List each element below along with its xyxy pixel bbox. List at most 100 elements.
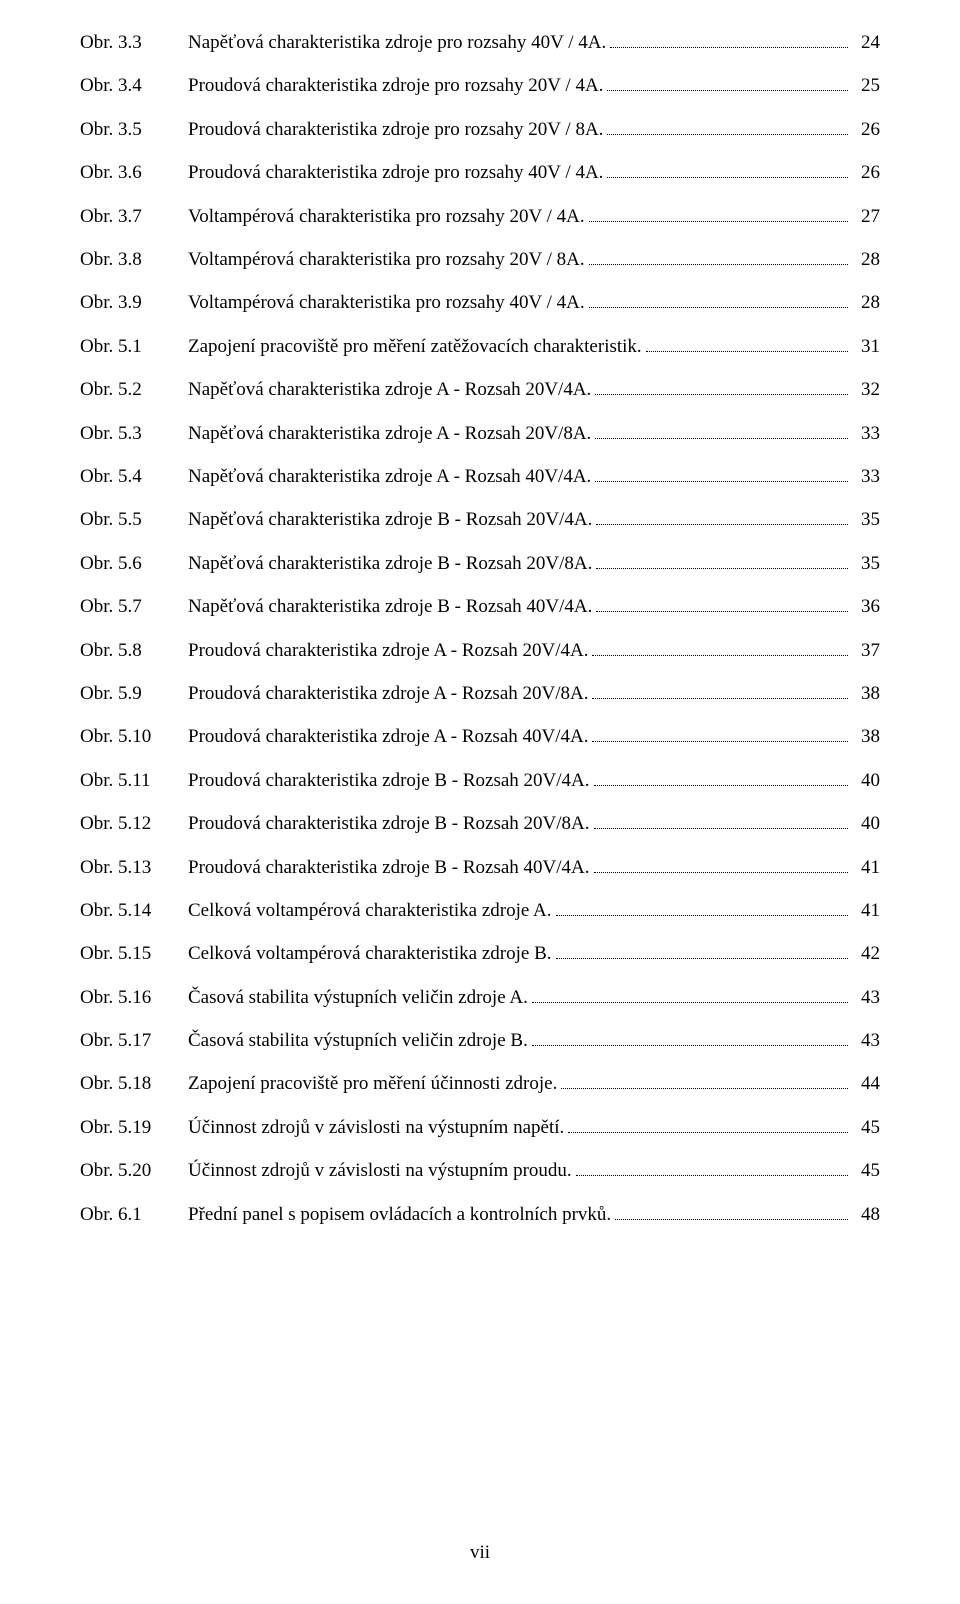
toc-title: Napěťová charakteristika zdroje B - Rozs… [188,554,592,573]
toc-entry: Obr. 5.14Celková voltampérová charakteri… [80,898,880,920]
toc-title: Napěťová charakteristika zdroje B - Rozs… [188,510,592,529]
toc-dots [556,898,848,916]
toc-label: Obr. 5.20 [80,1161,188,1180]
toc-entry: Obr. 5.6Napěťová charakteristika zdroje … [80,551,880,573]
toc-dots [595,464,848,482]
toc-label: Obr. 5.8 [80,641,188,660]
toc-entry: Obr. 5.18Zapojení pracoviště pro měření … [80,1071,880,1093]
toc-entry: Obr. 3.8Voltampérová charakteristika pro… [80,247,880,269]
toc-label: Obr. 5.16 [80,988,188,1007]
toc-dots [576,1158,848,1176]
toc-entry: Obr. 5.2Napěťová charakteristika zdroje … [80,377,880,399]
toc-page: 25 [852,76,880,95]
toc-label: Obr. 5.9 [80,684,188,703]
toc-page: 43 [852,1031,880,1050]
toc-label: Obr. 5.10 [80,727,188,746]
toc-dots [594,768,848,786]
toc-label: Obr. 5.3 [80,424,188,443]
toc-title: Přední panel s popisem ovládacích a kont… [188,1205,611,1224]
toc-label: Obr. 3.8 [80,250,188,269]
toc-title: Proudová charakteristika zdroje B - Rozs… [188,858,590,877]
toc-label: Obr. 5.6 [80,554,188,573]
toc-entry: Obr. 5.15Celková voltampérová charakteri… [80,941,880,963]
toc-title: Proudová charakteristika zdroje A - Rozs… [188,641,588,660]
toc-label: Obr. 5.4 [80,467,188,486]
toc-label: Obr. 5.17 [80,1031,188,1050]
toc-label: Obr. 3.4 [80,76,188,95]
toc-title: Voltampérová charakteristika pro rozsahy… [188,207,585,226]
toc-title: Zapojení pracoviště pro měření zatěžovac… [188,337,642,356]
toc-entry: Obr. 3.4Proudová charakteristika zdroje … [80,73,880,95]
toc-entry: Obr. 5.19Účinnost zdrojů v závislosti na… [80,1115,880,1137]
toc-label: Obr. 5.2 [80,380,188,399]
toc-page: 28 [852,250,880,269]
toc-title: Proudová charakteristika zdroje pro rozs… [188,120,603,139]
toc-title: Časová stabilita výstupních veličin zdro… [188,988,528,1007]
toc-dots [589,247,848,265]
toc-entry: Obr. 5.1Zapojení pracoviště pro měření z… [80,334,880,356]
toc-title: Voltampérová charakteristika pro rozsahy… [188,293,585,312]
toc-entry: Obr. 5.5Napěťová charakteristika zdroje … [80,507,880,529]
toc-title: Napěťová charakteristika zdroje A - Rozs… [188,424,591,443]
toc-entry: Obr. 5.16Časová stabilita výstupních vel… [80,985,880,1007]
toc-page: 35 [852,554,880,573]
toc-page: 38 [852,727,880,746]
toc-page: 31 [852,337,880,356]
toc-title: Proudová charakteristika zdroje B - Rozs… [188,814,590,833]
toc-title: Celková voltampérová charakteristika zdr… [188,944,552,963]
toc-label: Obr. 5.1 [80,337,188,356]
toc-dots [592,681,848,699]
toc-dots [610,30,848,48]
toc-entry: Obr. 5.8Proudová charakteristika zdroje … [80,637,880,659]
toc-title: Proudová charakteristika zdroje A - Rozs… [188,727,588,746]
toc-dots [556,941,848,959]
toc-title: Proudová charakteristika zdroje pro rozs… [188,163,603,182]
toc-entry: Obr. 3.7Voltampérová charakteristika pro… [80,204,880,226]
toc-dots [607,117,848,135]
toc-label: Obr. 5.7 [80,597,188,616]
toc-dots [532,1028,848,1046]
toc-entry: Obr. 5.20Účinnost zdrojů v závislosti na… [80,1158,880,1180]
toc-page: 24 [852,33,880,52]
toc-entry: Obr. 5.7Napěťová charakteristika zdroje … [80,594,880,616]
toc-page: 48 [852,1205,880,1224]
toc-title: Proudová charakteristika zdroje A - Rozs… [188,684,588,703]
toc-dots [589,204,848,222]
toc-page: 26 [852,163,880,182]
toc-title: Napěťová charakteristika zdroje B - Rozs… [188,597,592,616]
toc-page: 42 [852,944,880,963]
toc-entry: Obr. 5.9Proudová charakteristika zdroje … [80,681,880,703]
toc-page: 40 [852,771,880,790]
toc-title: Voltampérová charakteristika pro rozsahy… [188,250,585,269]
toc-label: Obr. 5.19 [80,1118,188,1137]
toc-title: Proudová charakteristika zdroje B - Rozs… [188,771,590,790]
toc-label: Obr. 5.18 [80,1074,188,1093]
toc-entry: Obr. 5.17Časová stabilita výstupních vel… [80,1028,880,1050]
toc-page: 35 [852,510,880,529]
toc-label: Obr. 3.9 [80,293,188,312]
toc-page: 44 [852,1074,880,1093]
toc-title: Časová stabilita výstupních veličin zdro… [188,1031,528,1050]
toc-dots [594,811,848,829]
toc-page: 26 [852,120,880,139]
toc-page: 28 [852,293,880,312]
toc-dots [596,507,848,525]
toc-label: Obr. 5.12 [80,814,188,833]
toc-label: Obr. 3.7 [80,207,188,226]
toc-dots [592,724,848,742]
toc-entry: Obr. 5.13Proudová charakteristika zdroje… [80,854,880,876]
toc-title: Napěťová charakteristika zdroje A - Rozs… [188,467,591,486]
toc-page: 43 [852,988,880,1007]
toc-dots [594,854,848,872]
toc-dots [596,594,848,612]
toc-entry: Obr. 5.12Proudová charakteristika zdroje… [80,811,880,833]
toc-entry: Obr. 5.4Napěťová charakteristika zdroje … [80,464,880,486]
toc-entry: Obr. 3.3Napěťová charakteristika zdroje … [80,30,880,52]
toc-label: Obr. 5.11 [80,771,188,790]
toc-dots [646,334,848,352]
toc-entry: Obr. 5.10Proudová charakteristika zdroje… [80,724,880,746]
toc-page: 33 [852,424,880,443]
list-of-figures: Obr. 3.3Napěťová charakteristika zdroje … [80,30,880,1224]
toc-title: Zapojení pracoviště pro měření účinnosti… [188,1074,557,1093]
toc-entry: Obr. 5.11Proudová charakteristika zdroje… [80,768,880,790]
